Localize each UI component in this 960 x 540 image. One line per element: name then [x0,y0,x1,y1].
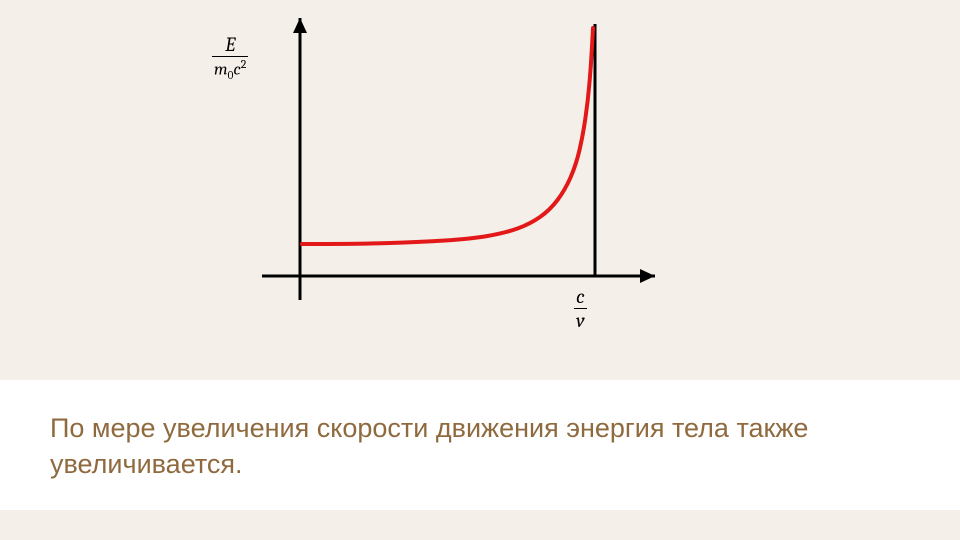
x-label-numerator: c [574,286,587,308]
y-axis-arrow [293,18,307,33]
chart-svg [180,10,700,340]
x-axis-arrow [640,269,655,283]
x-label-denominator: v [574,308,587,331]
slide: E m0c2 c v По мере увеличения скорости д… [0,0,960,540]
x-axis-label: c v [574,286,587,332]
y-label-numerator: E [212,34,248,56]
caption-text: По мере увеличения скорости движения эне… [50,410,910,483]
energy-curve [302,28,593,244]
energy-chart: E m0c2 c v [180,10,700,340]
bottom-strip [0,510,960,540]
y-label-denominator: m0c2 [212,56,248,82]
y-axis-label: E m0c2 [212,34,248,82]
caption-band: По мере увеличения скорости движения эне… [0,380,960,513]
